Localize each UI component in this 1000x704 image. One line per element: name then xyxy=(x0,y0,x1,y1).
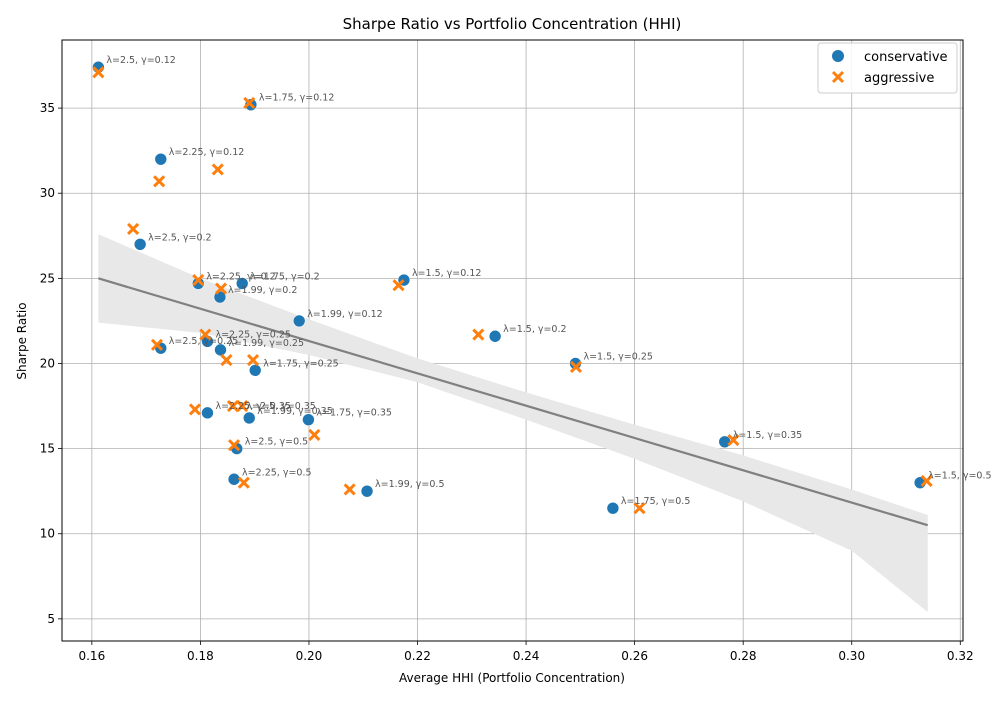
x-tick-label: 0.22 xyxy=(404,649,431,663)
point-conservative xyxy=(133,238,147,251)
point-annotation: λ=1.99, γ=0.25 xyxy=(228,338,304,349)
point-aggressive xyxy=(308,428,321,442)
point-annotation: λ=2.25, γ=0.25 xyxy=(215,329,291,340)
point-annotation: λ=1.5, γ=0.2 xyxy=(503,324,566,335)
legend-frame xyxy=(817,42,958,94)
point-conservative xyxy=(248,363,262,377)
legend-conservative-marker xyxy=(832,50,844,62)
point-annotation: λ=1.5, γ=0.35 xyxy=(733,430,802,441)
point-annotation: λ=1.75, γ=0.12 xyxy=(259,93,335,104)
point-aggressive xyxy=(472,328,485,341)
point-aggressive xyxy=(153,175,166,188)
confidence-band xyxy=(98,234,928,613)
point-aggressive xyxy=(633,502,646,515)
x-tick-label: 0.18 xyxy=(187,649,214,663)
point-conservative xyxy=(201,406,214,420)
point-aggressive xyxy=(227,439,241,452)
point-aggressive xyxy=(192,273,205,287)
point-aggressive xyxy=(188,403,202,416)
point-aggressive xyxy=(211,163,224,176)
point-annotation: λ=1.5, γ=0.5 xyxy=(928,471,991,482)
point-annotation: λ=2.5, γ=0.2 xyxy=(148,232,211,243)
point-conservative xyxy=(606,501,620,515)
point-aggressive xyxy=(246,354,260,367)
data-points xyxy=(92,60,933,515)
point-aggressive xyxy=(127,222,140,236)
point-annotation: λ=1.75, γ=0.5 xyxy=(621,496,690,507)
x-tick-label: 0.24 xyxy=(513,649,540,663)
point-aggressive xyxy=(214,282,228,295)
y-axis-label: Sharpe Ratio xyxy=(15,302,29,379)
point-conservative xyxy=(302,413,315,426)
point-annotation: λ=1.99, γ=0.12 xyxy=(307,309,383,320)
point-aggressive xyxy=(243,96,256,110)
point-annotation: λ=2.25, γ=0.5 xyxy=(242,467,311,478)
point-aggressive xyxy=(236,399,249,413)
point-annotation: λ=2.25, γ=0.12 xyxy=(169,147,245,158)
x-tick-label: 0.32 xyxy=(947,649,974,663)
point-conservative xyxy=(154,152,168,166)
grid-lines xyxy=(62,40,963,641)
point-conservative xyxy=(242,411,256,425)
point-conservative xyxy=(292,314,306,328)
point-aggressive xyxy=(92,66,105,79)
y-tick-label: 25 xyxy=(40,271,55,285)
y-tick-label: 5 xyxy=(47,612,55,626)
point-aggressive xyxy=(226,399,240,413)
confidence-band-area xyxy=(98,234,928,613)
legend-aggressive-marker xyxy=(831,70,845,84)
y-tick-label: 20 xyxy=(40,356,55,370)
legend-aggressive-label: aggressive xyxy=(864,71,934,86)
point-conservative xyxy=(360,484,374,498)
point-annotation: λ=2.5, γ=0.5 xyxy=(245,437,308,448)
point-conservative xyxy=(214,343,227,357)
point-aggressive xyxy=(569,360,583,373)
point-annotation: λ=1.75, γ=0.25 xyxy=(263,358,339,369)
point-annotation: λ=1.99, γ=0.2 xyxy=(228,285,297,296)
point-aggressive xyxy=(220,354,233,367)
x-tick-label: 0.20 xyxy=(296,649,323,663)
point-annotation: λ=2.25, γ=0.35 xyxy=(215,401,291,412)
point-annotation: λ=2.5, γ=0.12 xyxy=(106,55,175,66)
point-aggressive xyxy=(199,328,212,341)
point-annotation: λ=2.25, γ=0.2 xyxy=(206,271,275,282)
y-tick-label: 15 xyxy=(40,442,55,456)
point-conservative xyxy=(227,472,241,486)
point-annotation: λ=1.5, γ=0.25 xyxy=(583,351,652,362)
chart-title: Sharpe Ratio vs Portfolio Concentration … xyxy=(343,15,682,33)
point-annotation: λ=2.5, γ=0.25 xyxy=(169,336,238,347)
point-aggressive xyxy=(150,338,164,351)
point-annotation: λ=1.75, γ=0.2 xyxy=(250,271,319,282)
legend-conservative-label: conservative xyxy=(864,50,948,65)
x-tick-label: 0.28 xyxy=(730,649,757,663)
legend: conservative aggressive xyxy=(817,42,958,94)
point-aggressive xyxy=(920,474,933,488)
point-annotation: λ=2.5, γ=0.35 xyxy=(246,401,315,412)
point-conservative xyxy=(488,329,502,343)
point-aggressive xyxy=(727,434,740,447)
point-conservative xyxy=(235,277,249,290)
trend-line xyxy=(98,277,929,527)
x-tick-label: 0.26 xyxy=(621,649,648,663)
x-tick-label: 0.16 xyxy=(78,649,105,663)
trend-line-group xyxy=(98,277,929,527)
axis-ticks: 0.16 0.18 0.20 0.22 0.24 0.26 0.28 0.30 0.32 5 10 1… xyxy=(40,101,974,663)
x-tick-label: 0.30 xyxy=(838,649,865,663)
point-annotations: λ=2.5, γ=0.12 λ=1.75, γ=0.12 λ=2.25, γ=0.1… xyxy=(106,55,991,507)
point-aggressive xyxy=(392,279,405,292)
point-conservative xyxy=(191,277,205,290)
point-annotation: λ=1.5, γ=0.12 xyxy=(412,268,481,279)
point-annotation: λ=1.99, γ=0.5 xyxy=(375,479,444,490)
point-annotation: λ=1.75, γ=0.35 xyxy=(316,408,392,419)
point-annotation: λ=1.99, γ=0.35 xyxy=(257,406,333,417)
y-tick-label: 10 xyxy=(40,527,55,541)
point-aggressive xyxy=(343,483,356,496)
plot-frame xyxy=(61,39,964,642)
y-tick-label: 35 xyxy=(40,101,55,115)
y-tick-label: 30 xyxy=(40,186,55,200)
point-aggressive xyxy=(237,476,250,489)
x-axis-label: Average HHI (Portfolio Concentration) xyxy=(399,671,625,685)
